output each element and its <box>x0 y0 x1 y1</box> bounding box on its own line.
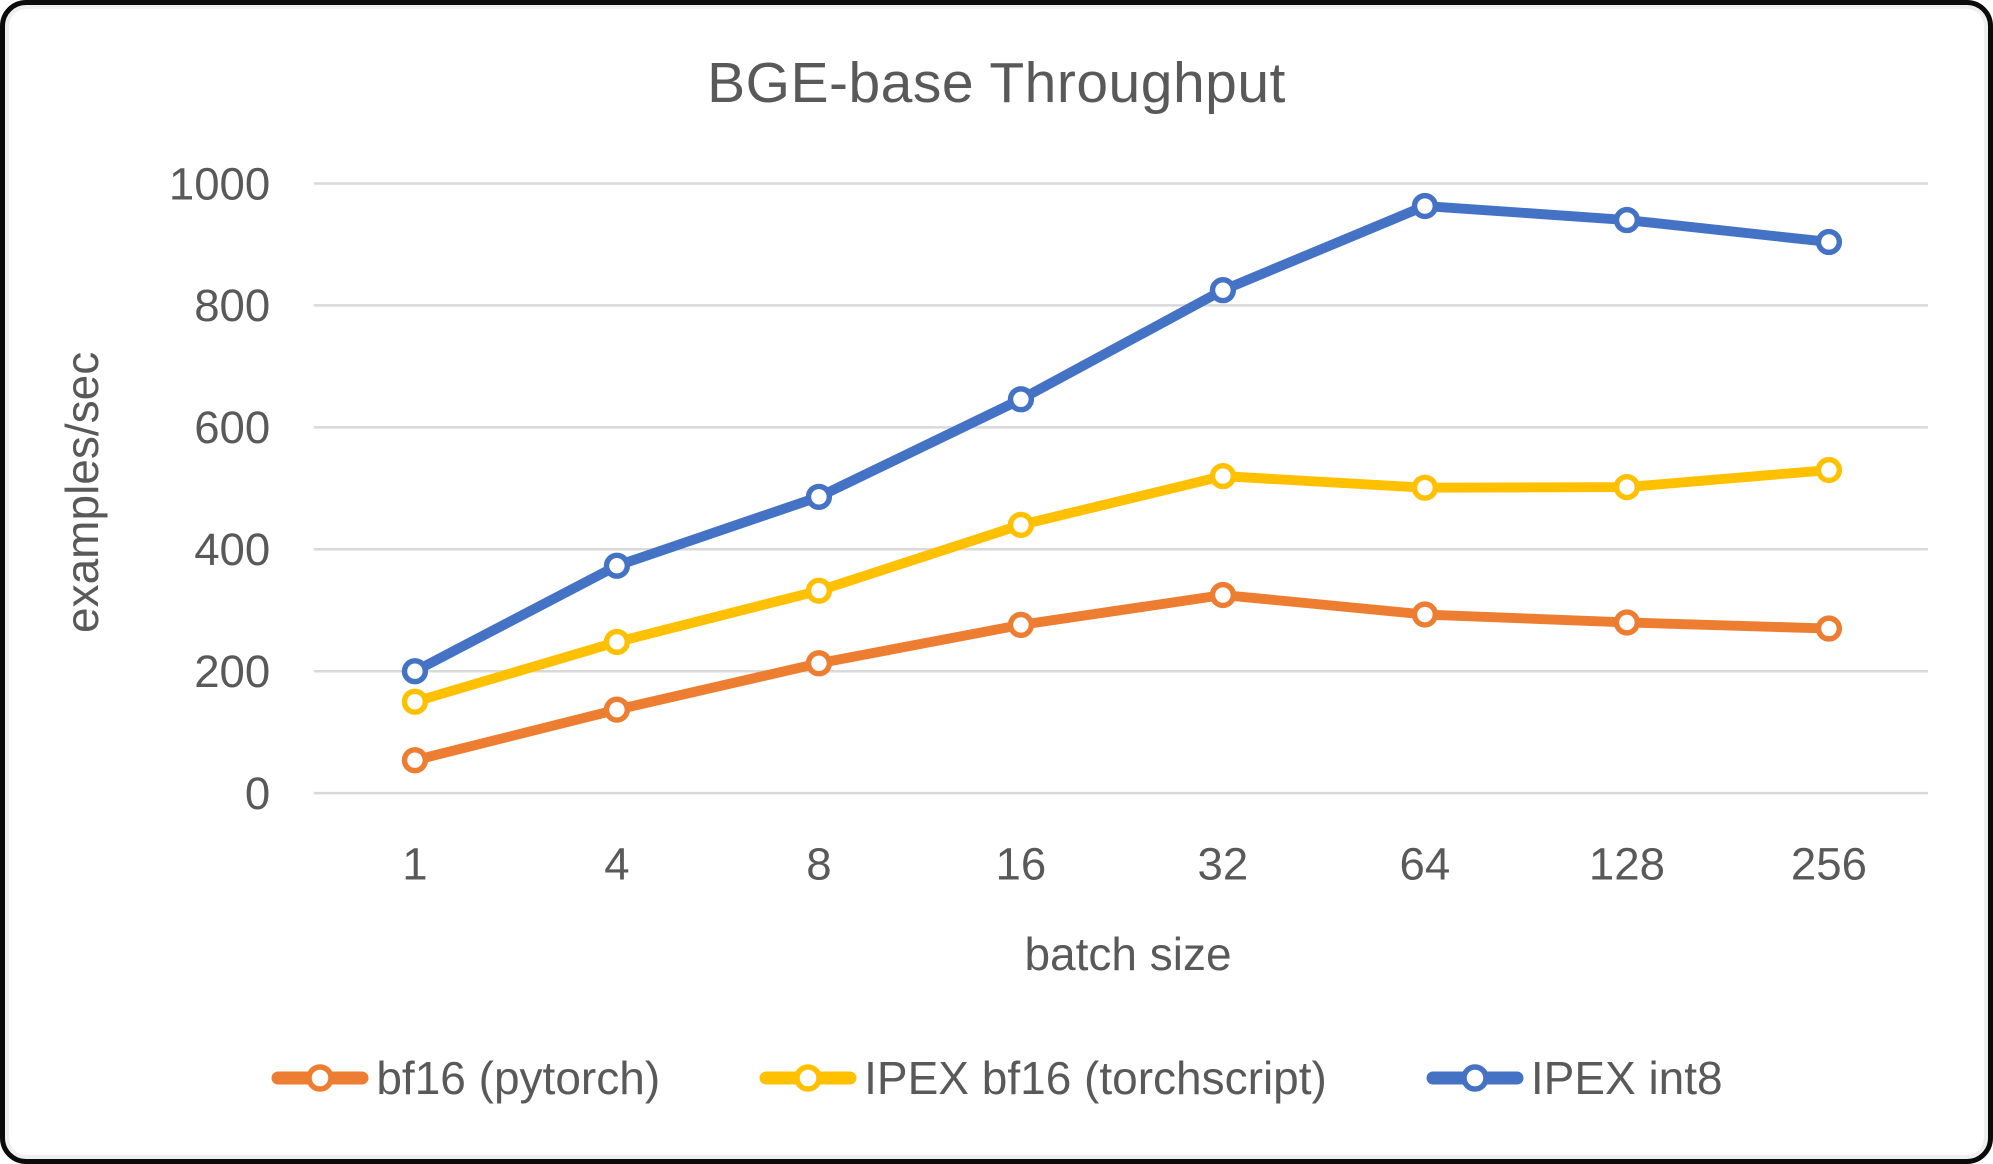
legend-marker-icon <box>271 1064 369 1092</box>
legend-marker-icon <box>759 1064 857 1092</box>
data-point-marker <box>805 577 833 604</box>
x-axis-title: batch size <box>1024 928 1232 980</box>
data-point-marker <box>805 483 833 510</box>
x-tick-label: 256 <box>1791 838 1867 889</box>
series-line-ipex-bf16-torchscript- <box>409 465 1834 707</box>
x-tick-label: 8 <box>806 838 831 889</box>
legend-marker-circle <box>306 1064 335 1092</box>
data-point-marker <box>1209 581 1237 609</box>
data-point-marker <box>1613 206 1641 234</box>
legend-marker-circle <box>1461 1064 1489 1092</box>
legend-item-bf16-pytorch-: bf16 (pytorch) <box>270 1051 660 1105</box>
data-point-marker <box>603 552 631 579</box>
data-point-marker <box>1007 511 1035 539</box>
data-point-marker <box>1613 609 1641 636</box>
data-point-marker <box>401 658 429 685</box>
legend-marker-circle <box>794 1064 822 1092</box>
data-point-marker <box>401 747 429 774</box>
legend: bf16 (pytorch) IPEX bf16 (torchscript) IPE… <box>5 1051 1988 1105</box>
legend-item-ipex-int8: IPEX int8 <box>1425 1051 1723 1105</box>
legend-label: bf16 (pytorch) <box>376 1052 661 1104</box>
data-point-marker <box>1815 456 1843 484</box>
x-tick-label: 128 <box>1589 838 1665 889</box>
series-line-bf16-pytorch- <box>409 590 1834 766</box>
series-line-ipex-int8 <box>409 201 1834 677</box>
legend-item-ipex-bf16-torchscript-: IPEX bf16 (torchscript) <box>758 1051 1327 1105</box>
data-point-marker <box>1815 228 1843 256</box>
y-tick-label: 0 <box>245 768 270 819</box>
x-tick-label: 1 <box>402 838 427 889</box>
y-tick-label: 800 <box>194 280 270 331</box>
plot-area: 0 200 400 600 800 1000 1 4 8 16 32 64 128 256 <box>169 158 1928 889</box>
y-tick-label: 600 <box>194 402 270 453</box>
data-point-marker <box>603 628 631 656</box>
data-point-marker <box>1411 192 1439 220</box>
x-tick-label: 4 <box>604 838 629 889</box>
data-point-marker <box>1007 611 1035 639</box>
x-tick-label: 64 <box>1400 838 1451 889</box>
legend-label: IPEX bf16 (torchscript) <box>864 1052 1327 1104</box>
data-point-marker <box>1209 462 1237 490</box>
y-tick-label: 200 <box>194 646 270 697</box>
data-point-marker <box>603 696 631 723</box>
legend-marker-icon <box>1426 1064 1524 1092</box>
data-point-marker <box>1613 473 1641 501</box>
data-point-marker <box>1411 601 1439 628</box>
data-point-marker <box>1007 386 1035 413</box>
y-tick-label: 1000 <box>169 158 270 209</box>
x-tick-label: 32 <box>1198 838 1249 889</box>
y-tick-label: 400 <box>194 524 270 575</box>
data-point-marker <box>1411 474 1439 501</box>
legend-label: IPEX int8 <box>1530 1052 1723 1104</box>
chart-title: BGE-base Throughput <box>707 51 1286 115</box>
data-point-marker <box>805 650 833 677</box>
data-point-marker <box>401 688 429 715</box>
data-point-marker <box>1815 615 1843 642</box>
data-point-marker <box>1209 277 1237 304</box>
x-tick-label: 16 <box>996 838 1047 889</box>
